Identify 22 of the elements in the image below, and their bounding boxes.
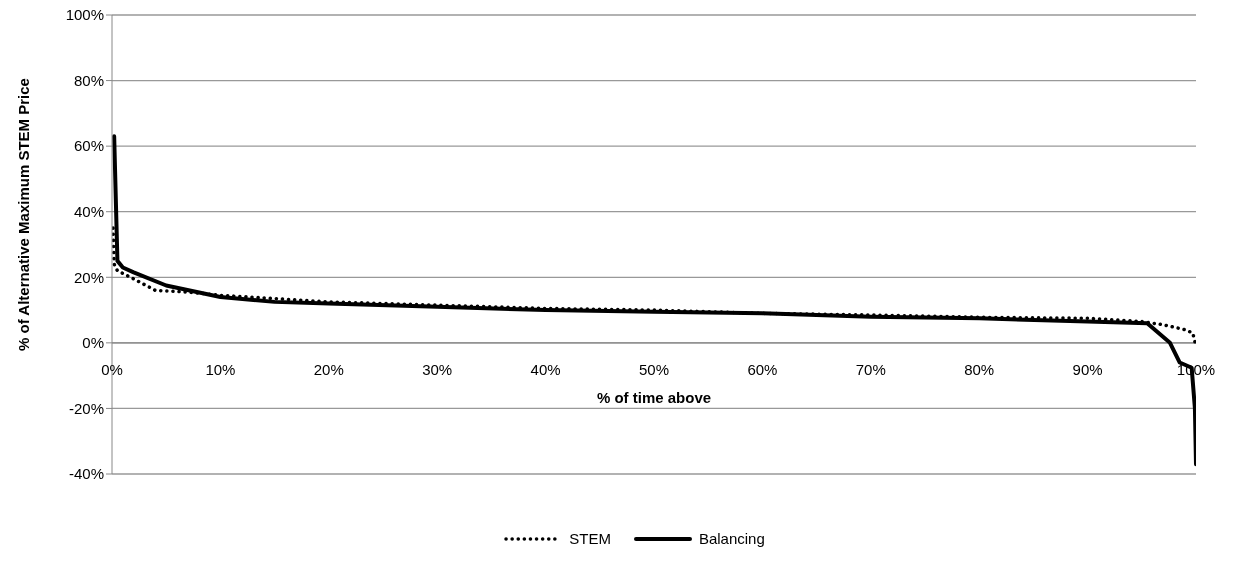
x-tick-label: 40%	[530, 360, 561, 378]
y-tick-label: -40%	[68, 465, 104, 483]
y-tick-label: 80%	[73, 71, 104, 89]
y-tick-label: 0%	[82, 334, 104, 352]
x-tick-label: 60%	[747, 360, 778, 378]
legend-label: STEM	[569, 530, 611, 547]
x-tick-label: 0%	[101, 360, 123, 378]
x-axis-title: % of time above	[596, 388, 712, 406]
y-tick-label: 40%	[73, 203, 104, 221]
x-tick-label: 50%	[638, 360, 670, 378]
x-tick-label: 20%	[313, 360, 344, 378]
x-tick-label: 10%	[205, 360, 236, 378]
x-tick-label: 30%	[422, 360, 453, 378]
y-tick-label: 60%	[73, 137, 104, 155]
x-tick-label: 80%	[964, 360, 995, 378]
legend-label: Balancing	[698, 530, 765, 547]
y-tick-label: 20%	[73, 268, 104, 286]
y-tick-label: -20%	[68, 399, 104, 417]
y-axis-title: % of Alternative Maximum STEM Price	[14, 78, 32, 351]
x-tick-label: 70%	[855, 360, 886, 378]
y-tick-label: 100%	[65, 6, 104, 24]
x-tick-label: 90%	[1072, 360, 1103, 378]
